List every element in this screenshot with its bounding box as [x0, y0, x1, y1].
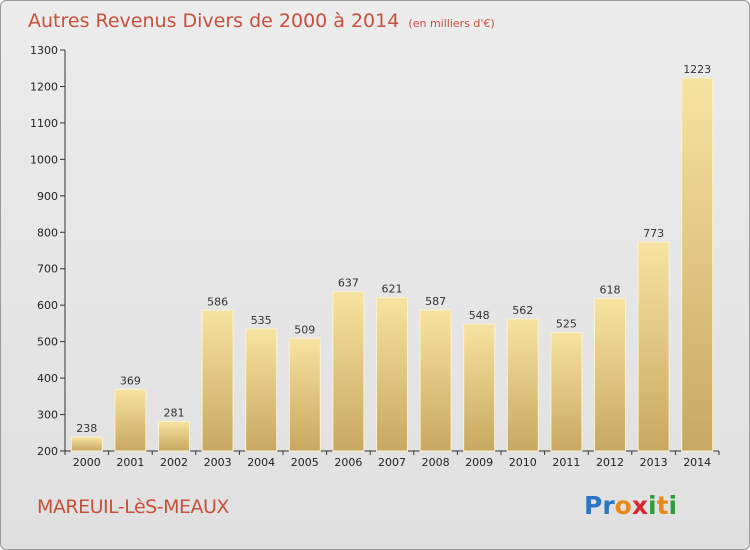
y-tick-label: 400	[37, 372, 58, 385]
bar	[245, 328, 278, 452]
y-tick-label: 1300	[30, 44, 58, 57]
bar-value-label: 587	[425, 295, 446, 308]
commune-name: MAREUIL-LèS-MEAUX	[37, 496, 229, 518]
y-tick-label: 500	[37, 336, 58, 349]
bar	[288, 337, 321, 452]
y-tick-label: 1100	[30, 117, 58, 130]
logo-letter: t	[656, 491, 669, 520]
bar	[463, 323, 496, 452]
x-tick-label: 2004	[247, 456, 275, 469]
y-tick-label: 800	[37, 226, 58, 239]
y-tick-label: 1000	[30, 153, 58, 166]
bar	[376, 297, 408, 452]
bar-value-label: 238	[76, 422, 97, 435]
bar-value-label: 548	[469, 309, 490, 322]
y-tick-label: 200	[37, 445, 58, 458]
y-tick-label: 300	[37, 409, 58, 422]
x-tick-label: 2010	[509, 456, 537, 469]
bar-value-label: 773	[643, 227, 664, 240]
bar-value-label: 1223	[683, 63, 711, 76]
bar-value-label: 562	[512, 304, 533, 317]
y-tick-label: 900	[37, 190, 58, 203]
bar-value-label: 637	[338, 277, 359, 290]
bar	[506, 318, 539, 452]
bar	[637, 241, 670, 452]
bar	[681, 77, 714, 452]
bar-value-label: 369	[120, 374, 141, 387]
x-tick-label: 2003	[204, 456, 232, 469]
x-tick-label: 2013	[640, 456, 668, 469]
bar	[550, 332, 583, 452]
bar-value-label: 618	[600, 284, 621, 297]
bar	[419, 309, 452, 452]
bar	[594, 298, 626, 452]
x-tick-label: 2000	[73, 456, 101, 469]
chart-title: Autres Revenus Divers de 2000 à 2014 (en…	[28, 10, 495, 32]
x-tick-label: 2009	[465, 456, 493, 469]
bar	[70, 436, 103, 452]
chart-title-text: Autres Revenus Divers de 2000 à 2014	[28, 10, 400, 32]
logo-letter: o	[614, 491, 632, 520]
x-tick-label: 2002	[160, 456, 188, 469]
logo-letter: r	[602, 491, 615, 520]
proxiti-logo: Proxiti	[584, 491, 677, 520]
bar	[114, 388, 147, 452]
chart-unit-text: (en milliers d'€)	[408, 17, 495, 30]
x-tick-label: 2011	[552, 456, 580, 469]
bar-value-label: 509	[294, 323, 315, 336]
y-tick-label: 600	[37, 299, 58, 312]
bar-value-label: 535	[251, 314, 272, 327]
bar	[158, 420, 190, 452]
bar	[332, 291, 365, 452]
logo-letter: i	[668, 491, 678, 520]
bar-value-label: 281	[164, 406, 185, 419]
logo-letter: P	[584, 491, 603, 520]
logo-letter: x	[631, 491, 648, 520]
x-tick-label: 2001	[116, 456, 144, 469]
bar	[201, 309, 234, 452]
bar-value-label: 525	[556, 318, 577, 331]
x-tick-label: 2007	[378, 456, 406, 469]
logo-letter: i	[648, 491, 657, 520]
x-tick-label: 2008	[422, 456, 450, 469]
y-tick-label: 1200	[30, 80, 58, 93]
bar-value-label: 621	[382, 283, 403, 296]
bar-value-label: 586	[207, 295, 228, 308]
y-tick-label: 700	[37, 263, 58, 276]
x-tick-label: 2012	[596, 456, 624, 469]
x-tick-label: 2005	[291, 456, 319, 469]
x-tick-label: 2006	[334, 456, 362, 469]
x-tick-label: 2014	[683, 456, 711, 469]
